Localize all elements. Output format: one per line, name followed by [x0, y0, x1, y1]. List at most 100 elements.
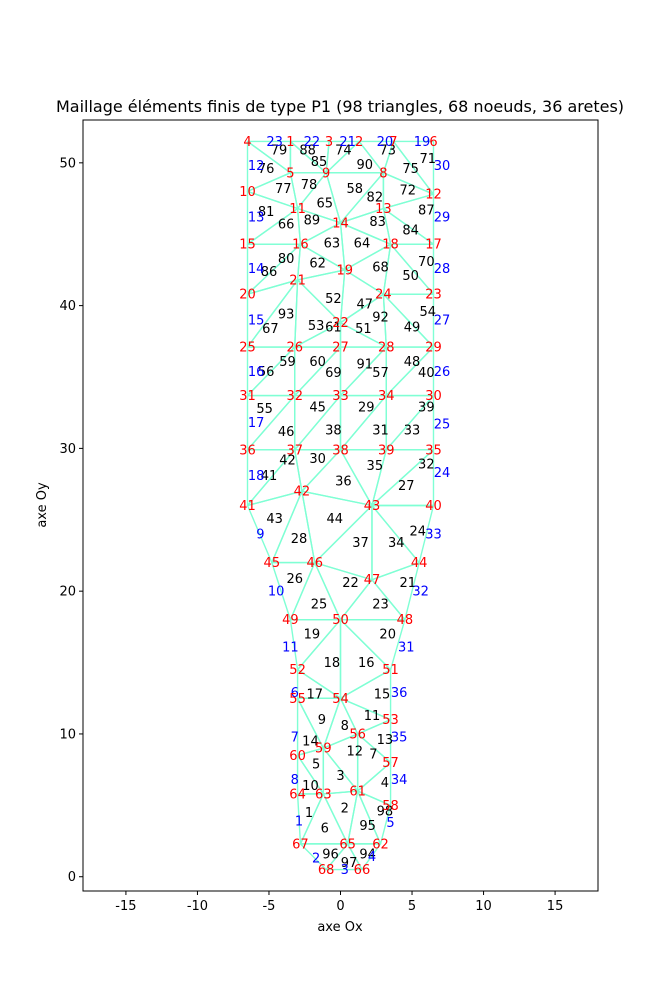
triangle-label-23: 23 [372, 598, 389, 613]
node-label-43: 43 [364, 499, 381, 514]
edge-label-26: 26 [434, 365, 451, 380]
mesh-triangle-77 [339, 619, 406, 671]
node-label-65: 65 [339, 837, 356, 852]
node-label-66: 66 [354, 863, 371, 878]
triangle-label-37: 37 [352, 536, 369, 551]
node-label-39: 39 [378, 443, 395, 458]
triangle-label-20: 20 [379, 628, 396, 643]
y-tick-label: 10 [59, 727, 76, 742]
triangle-label-69: 69 [325, 366, 342, 381]
node-label-7: 7 [389, 135, 397, 150]
x-tick-label: 5 [408, 899, 416, 914]
triangle-label-77: 77 [275, 182, 292, 197]
chart-title: Maillage éléments finis de type P1 (98 t… [56, 97, 624, 116]
edge-label-34: 34 [391, 773, 408, 788]
node-label-34: 34 [378, 389, 395, 404]
node-label-31: 31 [239, 389, 256, 404]
triangle-label-96: 96 [322, 847, 339, 862]
triangle-label-33: 33 [404, 423, 421, 438]
triangle-label-43: 43 [266, 512, 283, 527]
y-tick-label: 20 [59, 585, 76, 600]
mesh-triangle-95 [356, 790, 392, 845]
triangle-label-15: 15 [374, 687, 391, 702]
triangle-label-57: 57 [372, 366, 389, 381]
triangle-label-61: 61 [325, 321, 342, 336]
triangle-label-95: 95 [359, 819, 376, 834]
y-tick-label: 0 [68, 870, 76, 885]
triangle-label-42: 42 [279, 453, 296, 468]
node-label-18: 18 [382, 238, 399, 253]
node-label-58: 58 [382, 799, 399, 814]
edge-label-16: 16 [248, 365, 265, 380]
triangle-label-84: 84 [402, 223, 419, 238]
triangle-label-11: 11 [364, 709, 381, 724]
node-label-32: 32 [286, 389, 303, 404]
edge-label-5: 5 [386, 816, 394, 831]
y-tick-label: 50 [59, 156, 76, 171]
triangle-label-97: 97 [341, 856, 358, 871]
edge-label-29: 29 [434, 211, 451, 226]
triangle-label-30: 30 [309, 452, 326, 467]
triangle-label-98: 98 [377, 805, 394, 820]
node-label-8: 8 [379, 166, 387, 181]
node-label-14: 14 [332, 216, 349, 231]
triangle-label-46: 46 [278, 425, 295, 440]
mesh-triangle-68 [371, 504, 435, 564]
triangle-label-2: 2 [341, 802, 349, 817]
triangle-label-55: 55 [256, 402, 273, 417]
triangle-label-72: 72 [399, 183, 416, 198]
triangle-label-78: 78 [301, 178, 318, 193]
node-label-57: 57 [382, 756, 399, 771]
triangle-label-28: 28 [291, 532, 308, 547]
triangle-label-45: 45 [309, 400, 326, 415]
triangle-label-89: 89 [304, 213, 321, 228]
node-label-35: 35 [425, 443, 442, 458]
node-label-19: 19 [337, 263, 354, 278]
mesh-layer [246, 140, 435, 871]
node-label-12: 12 [425, 188, 442, 203]
triangle-label-62: 62 [309, 256, 326, 271]
triangle-label-7: 7 [369, 747, 377, 762]
triangle-label-48: 48 [404, 355, 421, 370]
node-label-40: 40 [425, 499, 442, 514]
mesh-triangle-73 [371, 561, 420, 621]
node-label-53: 53 [382, 713, 399, 728]
triangle-label-41: 41 [261, 469, 278, 484]
x-tick-label: 0 [336, 899, 344, 914]
triangle-label-53: 53 [308, 319, 325, 334]
triangle-label-8: 8 [341, 719, 349, 734]
triangle-label-25: 25 [311, 598, 328, 613]
edge-label-10: 10 [268, 585, 285, 600]
node-label-20: 20 [239, 288, 256, 303]
edge-label-31: 31 [398, 640, 415, 655]
edge-label-17: 17 [248, 416, 265, 431]
edge-label-18: 18 [248, 469, 265, 484]
triangle-label-93: 93 [278, 308, 295, 323]
triangle-label-73: 73 [379, 143, 396, 158]
triangle-label-85: 85 [311, 155, 328, 170]
node-label-9: 9 [322, 166, 330, 181]
triangle-label-40: 40 [418, 366, 435, 381]
node-label-59: 59 [315, 742, 332, 757]
node-label-63: 63 [315, 787, 332, 802]
triangle-label-47: 47 [357, 298, 374, 313]
node-label-68: 68 [318, 863, 335, 878]
triangle-label-76: 76 [258, 162, 275, 177]
node-label-1: 1 [286, 135, 294, 150]
triangle-label-90: 90 [357, 158, 374, 173]
edge-label-15: 15 [248, 313, 265, 328]
node-label-38: 38 [332, 443, 349, 458]
node-label-29: 29 [425, 341, 442, 356]
x-tick-label: -5 [262, 899, 275, 914]
node-label-5: 5 [286, 166, 294, 181]
node-label-11: 11 [289, 202, 306, 217]
node-label-46: 46 [306, 556, 323, 571]
node-label-28: 28 [378, 341, 395, 356]
triangle-label-4: 4 [381, 776, 389, 791]
triangle-label-67: 67 [262, 322, 279, 337]
triangle-label-38: 38 [325, 423, 342, 438]
triangle-label-52: 52 [325, 292, 342, 307]
node-label-54: 54 [332, 692, 349, 707]
triangle-label-14: 14 [302, 735, 319, 750]
